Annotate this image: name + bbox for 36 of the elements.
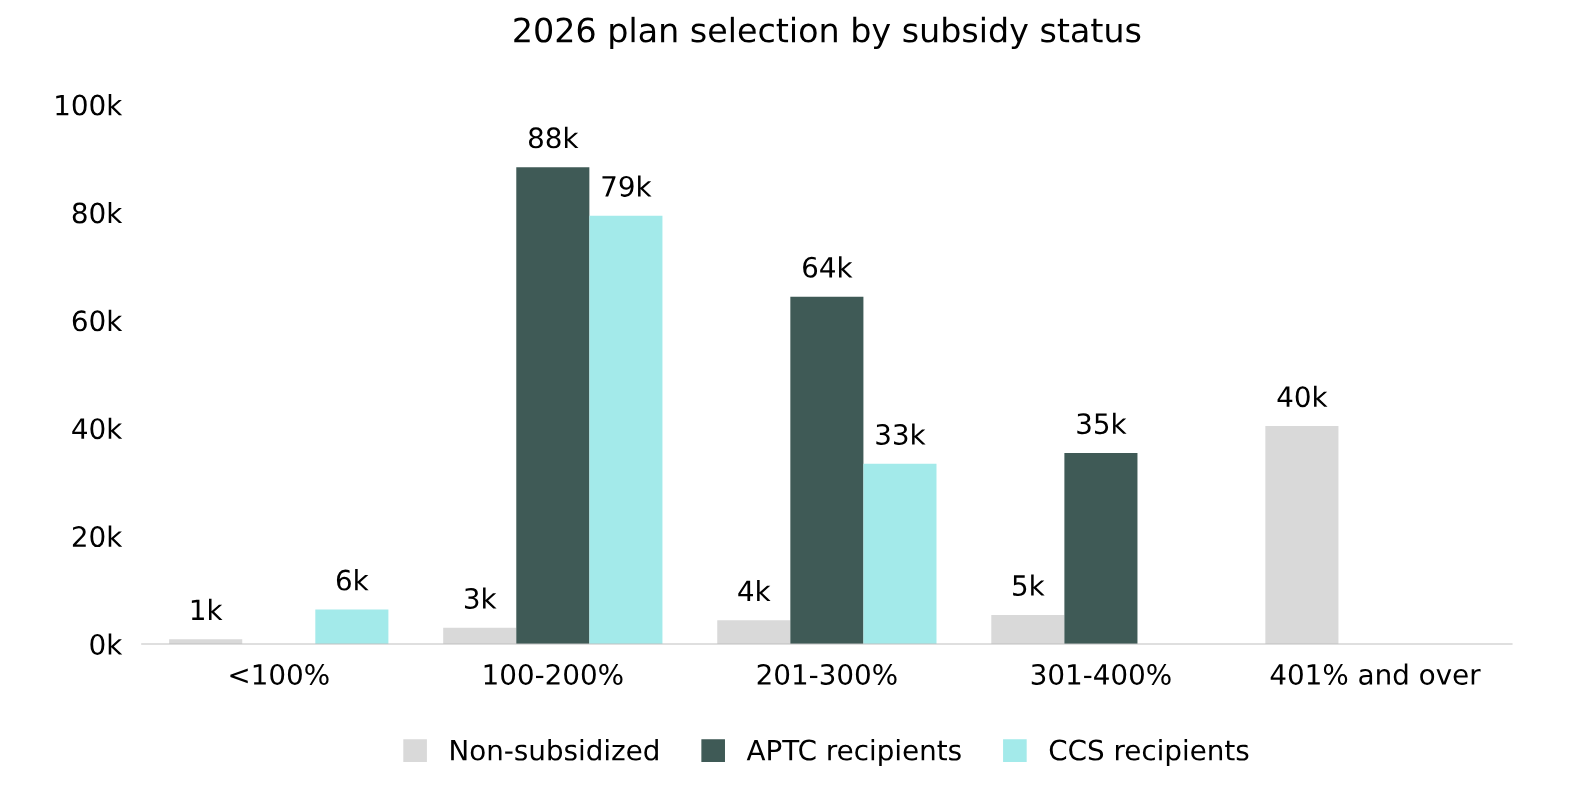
data-label: 5k <box>1013 574 1045 597</box>
y-tick-label: 20k <box>72 525 123 548</box>
bar <box>516 167 590 644</box>
x-tick-label: 401% and over <box>1270 663 1481 685</box>
data-label: 4k <box>738 579 771 602</box>
y-tick-label: 80k <box>72 201 123 224</box>
x-tick-label: 201-300% <box>757 663 897 685</box>
y-tick-label: 40k <box>72 417 123 440</box>
data-label: 88k <box>528 126 579 149</box>
bar <box>1265 426 1339 644</box>
data-label: 79k <box>602 175 652 197</box>
bar <box>863 463 937 644</box>
legend-label: CCS recipients <box>1049 739 1249 766</box>
x-tick-label: 301-400% <box>1031 663 1171 685</box>
bar <box>315 609 389 644</box>
y-tick-label: 100k <box>56 94 123 116</box>
data-label: 35k <box>1077 412 1127 435</box>
x-tick-label: 100-200% <box>484 663 623 685</box>
data-label: 3k <box>464 587 497 609</box>
y-tick-label: 0k <box>90 633 123 655</box>
chart-title: 2026 plan selection by subsidy status <box>514 16 1141 50</box>
bar <box>443 627 517 644</box>
x-tick-label: <100% <box>230 663 329 685</box>
bar <box>991 614 1065 644</box>
legend-label: Non-subsidized <box>451 739 658 761</box>
legend-label: APTC recipients <box>746 739 961 766</box>
bar <box>717 620 791 644</box>
data-label: 1k <box>191 598 223 620</box>
data-label: 6k <box>336 569 369 591</box>
bar <box>1064 453 1138 644</box>
y-tick-label: 60k <box>72 309 123 332</box>
bar <box>589 215 663 644</box>
data-label: 40k <box>1277 385 1328 408</box>
bar <box>790 296 864 644</box>
data-label: 33k <box>876 423 926 445</box>
data-label: 64k <box>803 256 853 278</box>
